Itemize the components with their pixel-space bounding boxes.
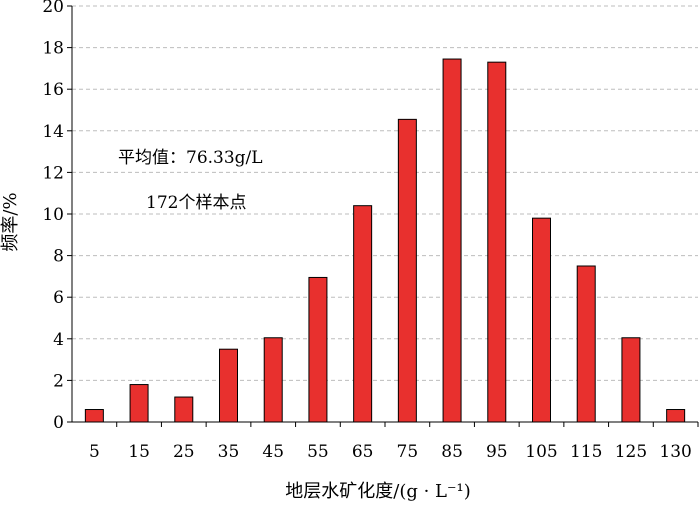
y-tick-label: 8 <box>53 247 64 267</box>
x-tick-label: 85 <box>441 442 463 462</box>
x-tick-label: 125 <box>615 442 647 462</box>
y-tick-label: 12 <box>42 163 64 183</box>
x-tick-label: 75 <box>397 442 419 462</box>
y-tick-label: 20 <box>42 0 64 17</box>
y-tick-label: 6 <box>53 288 64 308</box>
x-tick-label: 35 <box>218 442 240 462</box>
bar <box>442 58 462 423</box>
y-tick-label: 18 <box>42 39 64 59</box>
x-tick-label: 105 <box>525 442 557 462</box>
bar <box>532 217 551 423</box>
y-axis-title: 频率/% <box>0 192 21 251</box>
bar <box>129 384 149 423</box>
x-tick-label: 95 <box>486 442 508 462</box>
bars <box>84 58 686 423</box>
bar <box>353 205 373 423</box>
x-tick-label: 45 <box>262 442 284 462</box>
y-tick-label: 14 <box>42 122 64 142</box>
bar <box>621 337 641 423</box>
y-tick-label: 16 <box>42 80 64 100</box>
x-tick-label: 25 <box>173 442 195 462</box>
x-tick-label: 5 <box>89 442 100 462</box>
bar <box>487 61 507 423</box>
bar <box>174 396 194 423</box>
y-tick-label: 0 <box>53 413 64 433</box>
gridlines <box>67 5 699 427</box>
x-tick-label: 130 <box>659 442 691 462</box>
x-tick-label: 65 <box>352 442 374 462</box>
y-tick-labels: 0 2 4 6 8 10 12 14 16 18 20 <box>42 0 64 433</box>
y-tick-label: 4 <box>53 330 64 350</box>
bar <box>397 118 417 423</box>
bar <box>84 409 104 423</box>
y-tick-label: 2 <box>53 371 64 391</box>
bar <box>308 276 328 423</box>
axes <box>71 6 698 423</box>
bar <box>666 409 686 423</box>
bar <box>219 348 238 423</box>
sample-count-annotation: 172个样本点 <box>146 193 246 213</box>
bar <box>263 337 283 423</box>
x-tick-label: 55 <box>307 442 329 462</box>
bar <box>576 265 596 423</box>
x-tick-label: 15 <box>128 442 150 462</box>
x-tick-labels: 5 15 25 35 45 55 65 75 85 95 105 115 125 130 <box>89 442 692 462</box>
mean-annotation: 平均值：76.33g/L <box>118 148 263 168</box>
x-tick-label: 115 <box>570 442 602 462</box>
y-tick-label: 10 <box>42 205 64 225</box>
x-axis-title: 地层水矿化度/(g · L⁻¹) <box>285 481 470 502</box>
